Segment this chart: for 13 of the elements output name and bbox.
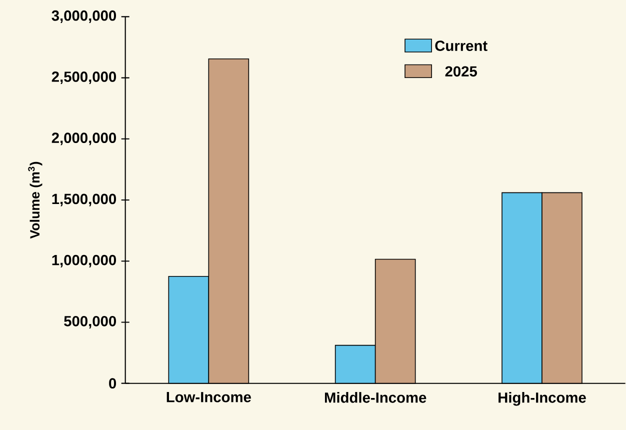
x-tick-label: High-Income	[498, 392, 586, 406]
y-tick-label: 1,500,000	[52, 194, 116, 206]
y-tick-label: 0	[109, 378, 116, 389]
y-tick-label: 500,000	[64, 316, 116, 328]
legend-label: Current	[435, 40, 488, 51]
legend-label: 2025	[445, 66, 477, 77]
x-tick-label: Middle-Income	[324, 392, 426, 403]
y-axis-title: Volume (m$^{3}$)	[28, 162, 42, 239]
y-tick-label: 2,000,000	[52, 132, 116, 146]
y-tick-label: 1,000,000	[52, 254, 116, 268]
y-tick-label: 3,000,000	[52, 10, 116, 23]
y-tick-label: 2,500,000	[52, 72, 116, 84]
x-tick-label: Low-Income	[166, 392, 251, 402]
